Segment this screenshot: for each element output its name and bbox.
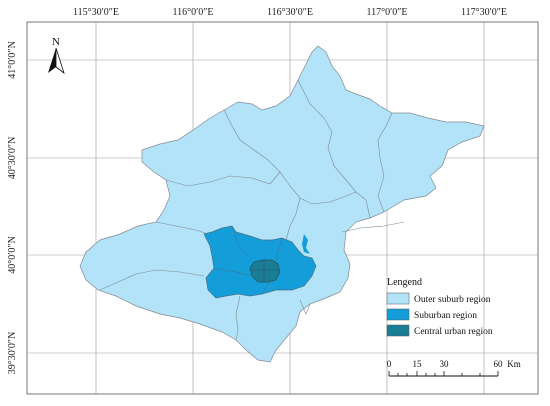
north-arrow-label: N [52,36,60,48]
district-boundary-7 [99,269,205,291]
district-boundary-10 [341,221,405,233]
legend-swatch-central-urban [386,324,410,337]
suburban-boundary-3 [213,267,253,277]
lon-label-3: 116°30′0″E [267,7,313,18]
lon-label-2: 116°0′0″E [172,7,213,18]
legend-swatch-outer-suburb [386,292,410,305]
district-boundary-6 [155,221,209,235]
legend-label-suburban: Suburban region [414,311,477,321]
district-boundary-5 [285,197,301,241]
district-boundary-9 [299,299,311,315]
lon-label-1: 115°30′0″E [73,7,119,18]
suburban-boundary-1 [231,225,249,257]
legend-label-outer-suburb: Outer suburb region [414,295,491,305]
lat-label-3: 40°0′0″N [7,236,18,274]
longitude-labels: 115°30′0″E 116°0′0″E 116°30′0″E 117°0′0″… [73,7,507,18]
north-arrow-left-half [48,48,56,73]
scale-tick-label-0: 0 [387,359,392,369]
district-boundary-3 [223,109,357,205]
lat-label-4: 39°30′0″N [7,332,18,375]
scale-tick-label-30: 30 [440,359,450,369]
scale-tick-label-15: 15 [413,359,423,369]
lon-label-5: 117°30′0″E [461,7,507,18]
lat-label-1: 41°0′0″N [7,41,18,79]
scale-bar: 0 15 30 60 Km [387,359,521,377]
lat-label-2: 40°30′0″N [7,137,18,180]
water-feature [302,234,310,254]
suburban-boundary-2 [275,237,283,263]
legend: Lengend Outer suburb region Suburban reg… [386,277,493,337]
district-boundaries [99,79,405,341]
scale-tick-label-60: 60 [494,359,504,369]
legend-label-central-urban: Central urban region [414,327,493,337]
central-boundaries [250,260,280,282]
legend-swatch-suburban [386,308,410,321]
lon-label-4: 117°0′0″E [366,7,407,18]
legend-title: Lengend [387,277,422,288]
district-boundary-1 [297,79,371,219]
district-boundary-2 [377,112,393,213]
latitude-labels: 41°0′0″N 40°30′0″N 40°0′0″N 39°30′0″N [7,41,18,374]
district-boundary-8 [235,295,241,341]
district-boundary-4 [165,171,281,187]
scale-ticks [388,371,499,376]
outer-suburb-region [79,45,485,363]
north-arrow-right-half [55,47,65,75]
map-frame [26,21,539,395]
scale-unit: Km [507,359,521,369]
north-arrow: N [48,36,65,75]
central-urban-region [249,259,281,283]
